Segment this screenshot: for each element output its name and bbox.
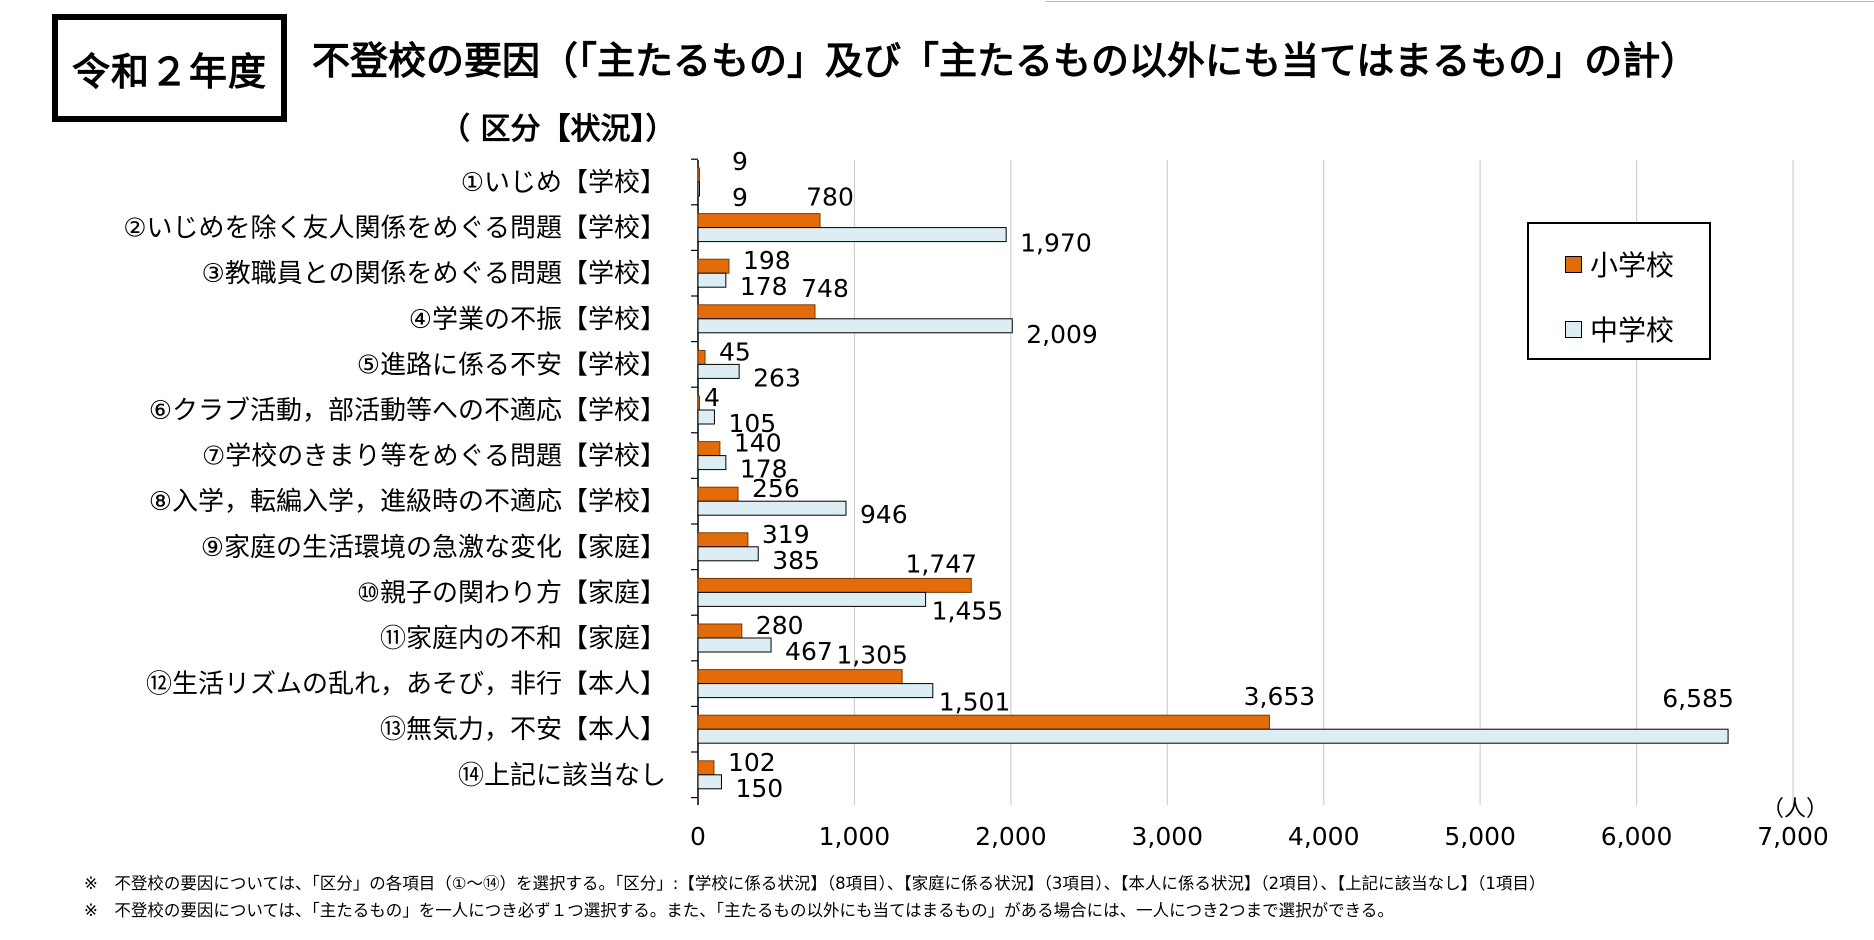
- bar-elementary: [697, 349, 706, 365]
- category-label: ③教職員との関係をめぐる問題【学校】: [201, 259, 666, 289]
- value-label-elementary: 140: [734, 429, 782, 458]
- x-tick-label: 1,000: [819, 822, 891, 851]
- category-label: ⑨家庭の生活環境の急激な変化【家庭】: [201, 533, 666, 563]
- category-label: ⑤進路に係る不安【学校】: [357, 350, 666, 380]
- bar-junior-high: [697, 409, 715, 425]
- value-label-elementary: 280: [756, 611, 804, 640]
- value-label-elementary: 748: [801, 274, 849, 303]
- bars: [697, 167, 1729, 790]
- value-label-junior-high: 1,970: [1020, 229, 1092, 258]
- x-axis-unit-label: （人）: [1762, 797, 1828, 822]
- bar-elementary: [697, 213, 821, 229]
- x-tick-label: 3,000: [1131, 822, 1203, 851]
- value-label-junior-high: 1,455: [932, 596, 1004, 625]
- category-label: ⑪家庭内の不和【家庭】: [380, 624, 666, 654]
- value-label-junior-high: 467: [785, 637, 833, 666]
- x-tick-label: 2,000: [975, 822, 1047, 851]
- year-badge: 令和２年度: [52, 14, 287, 122]
- category-label: ⑬無気力，不安【本人】: [380, 715, 666, 745]
- bar-junior-high: [697, 728, 1729, 744]
- value-label-elementary: 45: [719, 337, 751, 366]
- bar-elementary: [697, 258, 730, 274]
- bar-junior-high: [697, 500, 847, 516]
- value-label-junior-high: 150: [735, 774, 783, 803]
- value-label-elementary: 198: [743, 246, 791, 275]
- bar-elementary: [697, 577, 972, 593]
- value-label-junior-high: 6,585: [1662, 684, 1734, 713]
- bar-elementary: [697, 760, 715, 776]
- labels: 0 1,000 2,000 3,000 4,000 5,000 6,000 7,000（人） ①…: [123, 147, 1829, 851]
- bar-elementary: [697, 486, 739, 502]
- x-tick-label: 6,000: [1601, 822, 1673, 851]
- value-label-elementary: 4: [704, 383, 720, 412]
- bar-elementary: [697, 167, 700, 183]
- legend-swatch-elementary: [1565, 255, 1582, 273]
- value-label-junior-high: 1,501: [939, 688, 1011, 717]
- chart-subtitle: （ 区分【状況】）: [440, 112, 676, 147]
- footnotes: ※ 不登校の要因については、「区分」の各項目（①～⑭）を選択する。「区分」:【学…: [84, 870, 1545, 924]
- category-label: ⑧入学，転編入学，進級時の不適応【学校】: [149, 487, 666, 517]
- value-label-junior-high: 946: [860, 500, 908, 529]
- year-badge-label: 令和２年度: [71, 49, 267, 94]
- category-label: ①いじめ【学校】: [461, 168, 666, 198]
- value-label-elementary: 319: [762, 520, 810, 549]
- value-label-junior-high: 178: [740, 272, 788, 301]
- legend-swatch-junior-high: [1565, 320, 1582, 338]
- bar-elementary: [697, 304, 816, 320]
- value-label-elementary: 3,653: [1244, 682, 1316, 711]
- value-label-elementary: 780: [806, 183, 854, 212]
- bar-elementary: [697, 714, 1270, 730]
- bar-elementary: [697, 441, 721, 457]
- value-label-junior-high: 9: [732, 183, 748, 212]
- bar-junior-high: [697, 591, 927, 607]
- value-label-elementary: 256: [752, 474, 800, 503]
- category-label: ⑩親子の関わり方【家庭】: [357, 578, 666, 608]
- bar-junior-high: [697, 318, 1013, 334]
- value-label-elementary: 102: [728, 748, 776, 777]
- top-border-line: [1045, 1, 1874, 2]
- category-label: ⑥クラブ活動，部活動等への不適応【学校】: [149, 396, 666, 426]
- legend-item-elementary: 小学校: [1565, 244, 1674, 284]
- category-label: ④学業の不振【学校】: [409, 305, 666, 335]
- value-label-junior-high: 385: [772, 546, 820, 575]
- bar-elementary: [697, 623, 743, 639]
- category-label: ②いじめを除く友人関係をめぐる問題【学校】: [123, 214, 666, 244]
- bar-chart: 0 1,000 2,000 3,000 4,000 5,000 6,000 7,000（人） ①…: [123, 147, 1829, 851]
- value-label-junior-high: 2,009: [1026, 320, 1098, 349]
- category-label: ⑭上記に該当なし: [458, 761, 666, 791]
- x-tick-label: 7,000: [1757, 822, 1829, 851]
- legend-item-junior-high: 中学校: [1565, 309, 1674, 349]
- bar-junior-high: [697, 683, 934, 699]
- value-label-junior-high: 263: [753, 363, 801, 392]
- bar-elementary: [697, 669, 903, 685]
- value-label-elementary: 1,305: [836, 641, 908, 670]
- bar-junior-high: [697, 637, 772, 653]
- footnote-1: ※ 不登校の要因については、「区分」の各項目（①～⑭）を選択する。「区分」:【学…: [84, 874, 1546, 893]
- legend-label-elementary: 小学校: [1590, 249, 1675, 282]
- legend: 小学校 中学校: [1527, 222, 1711, 360]
- bar-junior-high: [697, 227, 1007, 243]
- x-tick-label: 4,000: [1288, 822, 1360, 851]
- x-tick-label: 5,000: [1444, 822, 1516, 851]
- category-label: ⑦学校のきまり等をめぐる問題【学校】: [202, 442, 666, 472]
- chart-title: 不登校の要因（「主たるもの」及び「主たるもの以外にも当てはまるもの」の計）: [312, 39, 1699, 83]
- value-label-junior-high: 178: [740, 455, 788, 484]
- bar-junior-high: [697, 272, 727, 288]
- footnote-2: ※ 不登校の要因については、「主たるもの」を一人につき必ず１つ選択する。また、「…: [84, 901, 1394, 920]
- bar-elementary: [697, 395, 700, 411]
- bar-junior-high: [697, 181, 700, 197]
- bar-junior-high: [697, 546, 759, 562]
- bar-junior-high: [697, 455, 727, 471]
- x-tick-label: 0: [690, 822, 706, 851]
- bar-elementary: [697, 532, 749, 548]
- bar-junior-high: [697, 774, 722, 790]
- value-label-elementary: 1,747: [905, 549, 977, 578]
- bar-junior-high: [697, 363, 740, 379]
- category-label: ⑫生活リズムの乱れ，あそび，非行【本人】: [146, 670, 666, 700]
- legend-label-junior-high: 中学校: [1590, 314, 1675, 347]
- value-label-elementary: 9: [732, 147, 748, 176]
- value-label-junior-high: 105: [728, 409, 776, 438]
